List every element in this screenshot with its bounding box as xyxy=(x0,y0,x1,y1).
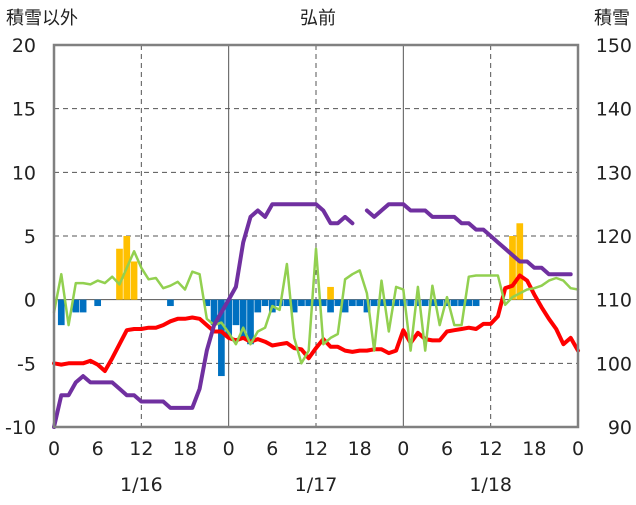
x-tick-label: 18 xyxy=(173,438,197,460)
gridlines xyxy=(54,45,578,427)
snowdepth-change-bar xyxy=(436,299,444,307)
snowdepth-change-bar xyxy=(261,299,269,307)
right-tick-label: 140 xyxy=(596,99,632,121)
right-tick-label: 150 xyxy=(596,35,632,57)
snowdepth-change-bar xyxy=(239,299,247,338)
snowdepth-change-bar xyxy=(305,299,313,307)
snowdepth-change-bar xyxy=(465,299,473,307)
date-label: 1/18 xyxy=(469,474,512,496)
right-tick-label: 100 xyxy=(596,353,632,375)
snowdepth-change-bar xyxy=(312,299,320,307)
snowdepth-change-bar xyxy=(232,299,240,326)
snowfall-bar xyxy=(116,248,123,300)
x-tick-label: 6 xyxy=(92,438,104,460)
snowdepth-change-bar xyxy=(327,299,334,313)
snowdepth-change-bar xyxy=(378,299,385,307)
snowdepth-change-bar xyxy=(203,299,211,307)
snowdepth-change-bar xyxy=(392,299,400,307)
snowdepth-change-bar xyxy=(370,299,378,307)
snowdepth-change-bar xyxy=(399,299,407,307)
snowdepth-change-bar xyxy=(472,299,480,307)
snowdepth-change-bar xyxy=(218,299,225,377)
snowdepth-change-bar xyxy=(450,299,458,307)
snowdepth-change-bar xyxy=(319,299,327,307)
snowdepth-change-bar xyxy=(334,299,342,307)
x-tick-label: 0 xyxy=(48,438,60,460)
left-tick-label: 0 xyxy=(24,290,36,312)
date-label: 1/16 xyxy=(120,474,163,496)
snowdepth-change-bar xyxy=(247,299,254,345)
snowdepth-change-bar xyxy=(210,299,218,326)
snowdepth-change-bar xyxy=(341,299,349,313)
x-tick-label: 0 xyxy=(223,438,235,460)
plot-frame xyxy=(52,43,580,429)
snowdepth-change-bar xyxy=(79,299,87,313)
series-lines xyxy=(52,202,580,429)
snowdepth-change-bar xyxy=(57,299,65,326)
snowdepth-change-bar xyxy=(225,299,233,338)
snowdepth-change-bar xyxy=(407,299,414,307)
snowdepth-change-bar xyxy=(458,299,465,307)
left-tick-label: 5 xyxy=(24,226,36,248)
snowfall-bar xyxy=(327,286,334,300)
temperature-line xyxy=(52,273,580,373)
x-tick-label: 12 xyxy=(304,438,328,460)
left-tick-label: -10 xyxy=(5,417,36,439)
snowdepth-change-bar xyxy=(385,299,393,307)
snowdepth-change-bar xyxy=(349,299,356,307)
x-tick-label: 18 xyxy=(522,438,546,460)
right-axis-title: 積雪 xyxy=(594,8,630,29)
left-tick-label: -5 xyxy=(17,353,36,375)
left-axis-title: 積雪以外 xyxy=(6,8,78,29)
x-tick-label: 12 xyxy=(129,438,153,460)
bars xyxy=(57,223,524,377)
snowdepth-change-bar xyxy=(254,299,262,313)
snowdepth-change-bar xyxy=(72,299,80,313)
snowfall-bar xyxy=(130,261,138,300)
left-tick-label: 15 xyxy=(12,99,36,121)
snowdepth-change-bar xyxy=(414,299,422,307)
right-tick-label: 120 xyxy=(596,226,632,248)
x-tick-label: 18 xyxy=(348,438,372,460)
x-tick-label: 6 xyxy=(266,438,278,460)
snowdepth-change-bar xyxy=(443,299,451,307)
right-tick-label: 90 xyxy=(608,417,632,439)
x-tick-label: 0 xyxy=(572,438,584,460)
right-tick-label: 130 xyxy=(596,162,632,184)
x-tick-label: 6 xyxy=(441,438,453,460)
left-tick-label: 10 xyxy=(12,162,36,184)
x-tick-label: 0 xyxy=(397,438,409,460)
chart-title: 弘前 xyxy=(300,8,336,29)
snowdepth-change-bar xyxy=(298,299,305,307)
snowdepth-change-bar xyxy=(94,299,102,307)
date-label: 1/17 xyxy=(295,474,338,496)
snowdepth-change-bar xyxy=(356,299,364,307)
snowdepth-change-bar xyxy=(283,299,291,307)
snowdepth-change-bar xyxy=(167,299,174,307)
snowdepth-change-bar xyxy=(429,299,436,307)
left-tick-label: 20 xyxy=(12,35,36,57)
snow-depth-line xyxy=(364,202,573,277)
snowdepth-change-bar xyxy=(290,299,298,313)
snowdepth-change-bar xyxy=(363,299,371,313)
precip-line xyxy=(52,247,580,365)
snowdepth-change-bar xyxy=(421,299,429,307)
x-tick-label: 12 xyxy=(479,438,503,460)
snow-depth-line xyxy=(52,202,355,429)
right-tick-label: 110 xyxy=(596,290,632,312)
snowfall-bar xyxy=(509,236,516,300)
